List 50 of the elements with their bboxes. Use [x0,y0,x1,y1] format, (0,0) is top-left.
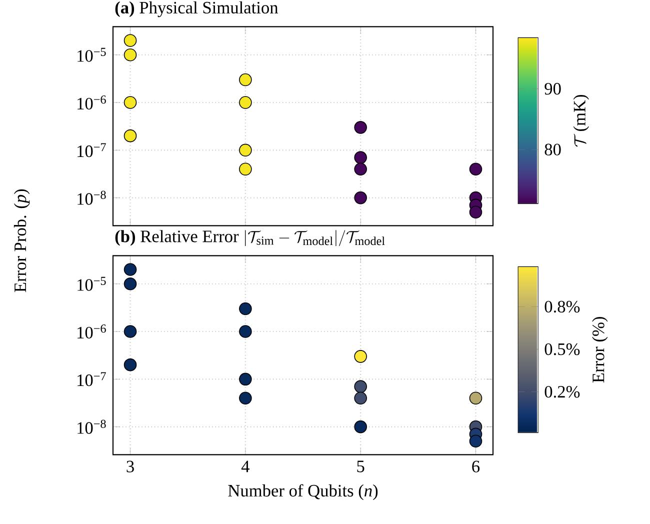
x-axis-title: Number of Qubits (n) [228,484,378,500]
point [239,96,252,110]
point [354,380,367,394]
x-tick-label: 6 [472,460,480,473]
color-bar-title: $\mathcal{T}\,\text{(mK)}$ [573,95,589,147]
point [124,34,137,48]
point [124,96,137,110]
y-tick-label: 10$^{−8}$ [78,420,106,434]
point [239,392,252,405]
chart-title: $\textbf{(b)}\ \text{Relative Error}\ |\mathcal{T}_{\text{sim}}-\mathcal{T}_{\text{model}}|/\mathcal{T}_{\text{model}}$ [115,230,385,246]
point [354,420,367,434]
color-bar-title: $\text{Error (\%)}$ [592,317,608,383]
point [124,48,137,62]
x-tick-label: 3 [126,460,134,473]
chart-title: (a) Physical Simulation [115,1,278,18]
point [354,350,367,363]
point [354,192,367,204]
y-tick-label: 10$^{−6}$ [78,324,106,339]
point [469,434,482,448]
point [239,372,252,386]
x-tick-label: 4 [241,460,250,472]
point [124,278,137,290]
y-tick-label: 10$^{−8}$ [78,190,106,205]
point [354,392,367,405]
color-bar-label: 0.8% [544,300,580,313]
point [124,130,137,142]
point [124,358,137,372]
point [239,74,252,86]
point [354,162,367,176]
point [124,325,137,338]
point [469,206,482,219]
point [239,144,252,157]
point [469,162,482,176]
point [354,151,367,164]
y-tick-label: 10$^{−5}$ [78,48,106,62]
y-tick-label: 10$^{−5}$ [78,277,106,291]
color-bar-label: 0.5% [544,344,580,356]
color-bar-label: 80 [544,144,561,156]
point [124,263,137,276]
color-bar-label: 90 [544,83,561,95]
x-tick-label: 5 [357,460,364,472]
point [239,162,252,176]
point [239,325,252,338]
point [354,121,367,134]
y-tick-label: 10$^{−7}$ [78,143,106,158]
point [469,392,482,405]
color-bar-label: 0.2% [544,386,580,398]
point [239,302,252,316]
y-tick-label: 10$^{−7}$ [78,372,106,386]
y-tick-label: 10$^{−6}$ [78,96,106,110]
